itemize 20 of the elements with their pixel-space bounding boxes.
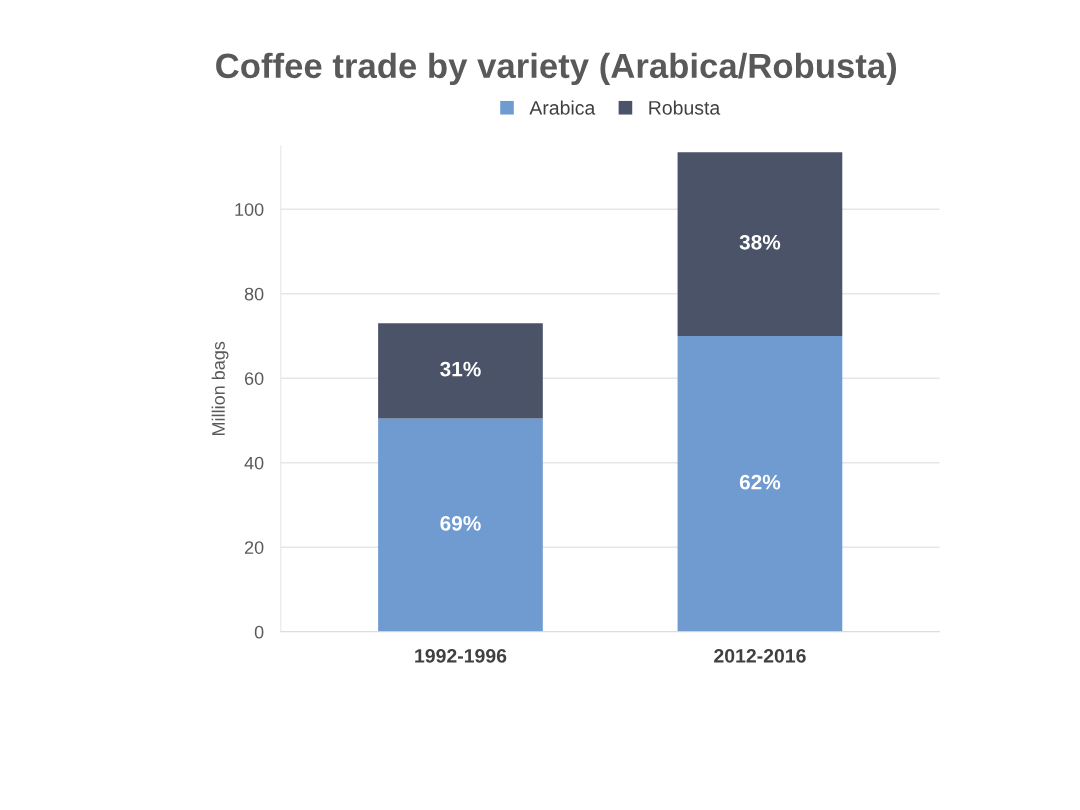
x-tick-label: 1992-1996	[415, 648, 507, 663]
legend-label: Robusta	[649, 100, 721, 115]
y-tick-label: 100	[235, 203, 264, 216]
y-tick-label: 20	[244, 541, 264, 554]
bar	[677, 335, 843, 632]
legend-label: Arabica	[529, 100, 596, 115]
y-tick-label: 80	[244, 287, 264, 301]
y-axis-title: Million bags	[211, 341, 229, 435]
x-tick-label: 2012-2016	[714, 648, 806, 663]
chart-title: Coffee trade by variety (Arabica/Robusta)	[216, 52, 897, 86]
annotation: 38%	[739, 234, 781, 250]
annotation: 31%	[440, 361, 481, 377]
y-tick-label: 0	[254, 625, 264, 639]
y-tick-label: 60	[244, 372, 264, 385]
annotation: 62%	[739, 474, 781, 490]
bar	[378, 323, 543, 419]
y-tick-label: 40	[244, 456, 264, 470]
annotation: 69%	[440, 515, 481, 531]
bar	[677, 152, 843, 336]
bar	[378, 418, 543, 632]
